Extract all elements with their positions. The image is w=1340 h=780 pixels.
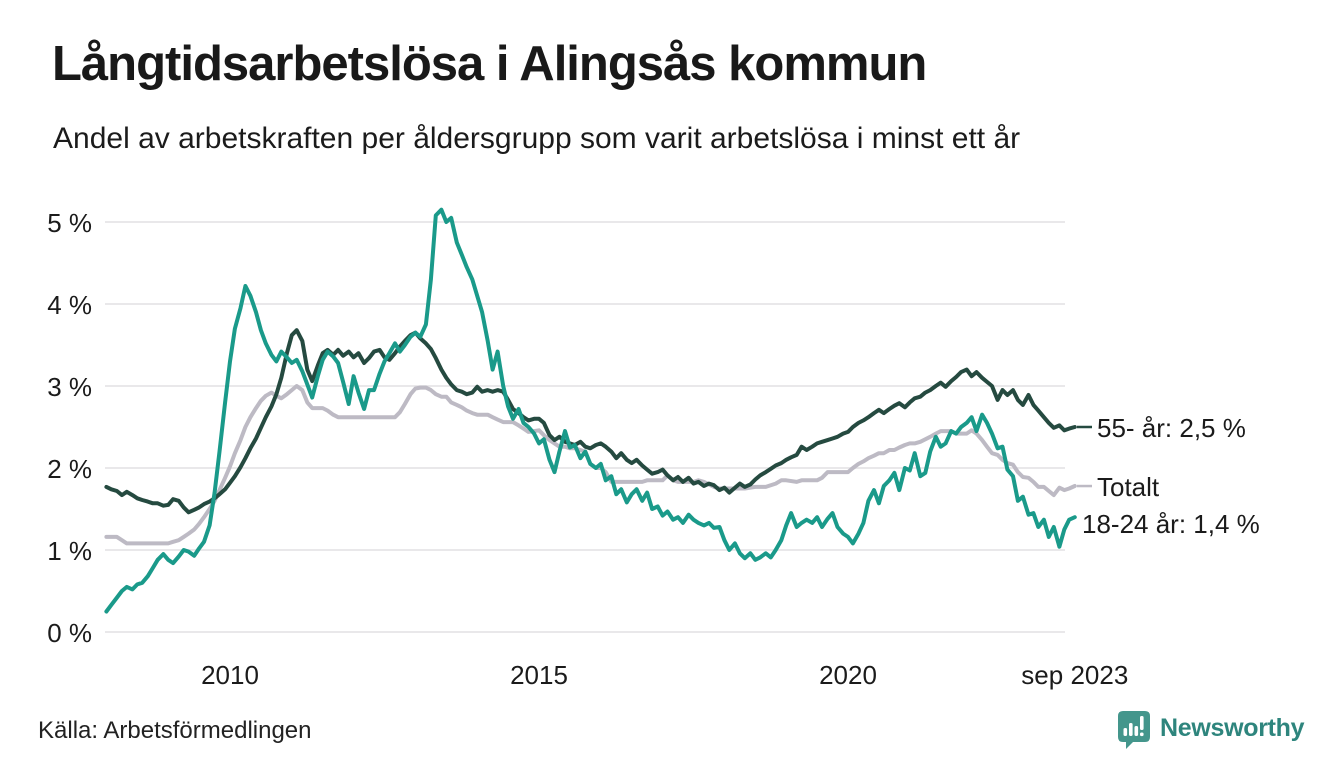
series-line-55--år (104, 328, 1077, 515)
chart-subtitle: Andel av arbetskraften per åldersgrupp s… (53, 122, 1021, 155)
newsworthy-bubble-chart-icon (1118, 711, 1150, 749)
chart-title: Långtidsarbetslösa i Alingsås kommun (52, 37, 927, 91)
series-line-18-24-år (104, 207, 1077, 614)
newsworthy-wordmark: Newsworthy (1160, 714, 1305, 742)
label-dash-markers (1077, 425, 1092, 488)
newsworthy-logo: Newsworthy (1115, 709, 1305, 751)
series-lines (104, 207, 1077, 614)
gridlines (105, 221, 1065, 633)
source-note: Källa: Arbetsförmedlingen (38, 717, 312, 744)
